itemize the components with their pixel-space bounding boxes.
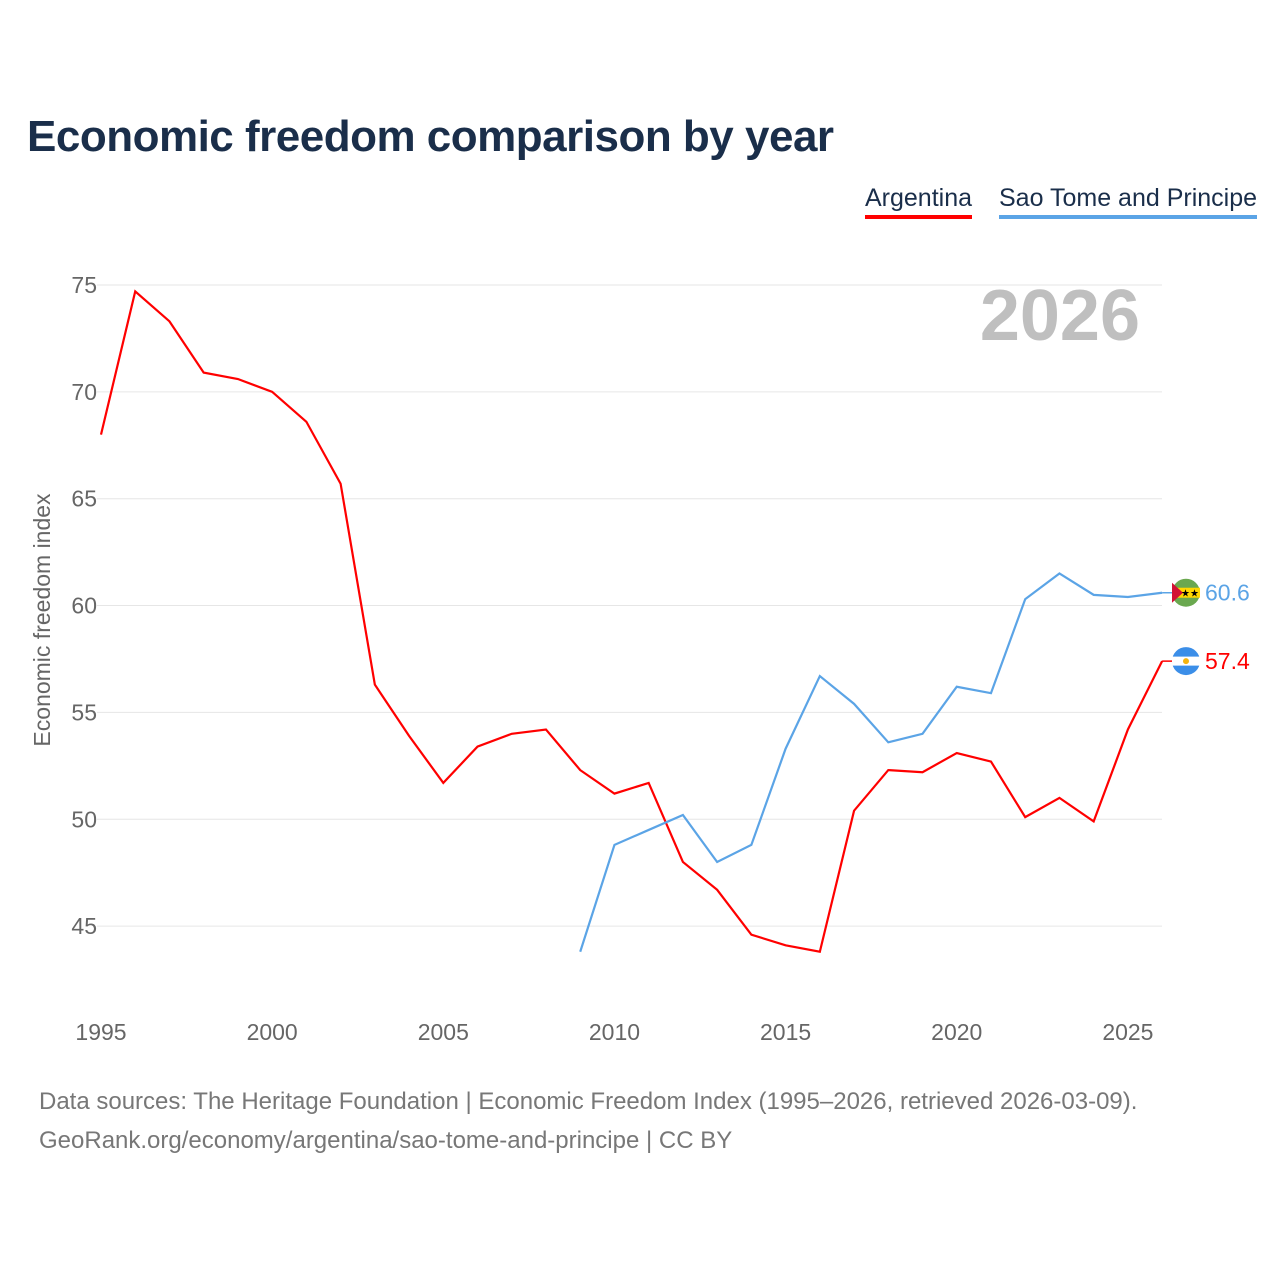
legend-sao-tome[interactable]: Sao Tome and Principe <box>999 184 1258 219</box>
x-tick-label: 2005 <box>418 1019 469 1045</box>
end-value-label: 57.4 <box>1205 648 1250 674</box>
url-text: GeoRank.org/economy/argentina/sao-tome-a… <box>39 1127 733 1154</box>
source-text: Data sources: The Heritage Foundation | … <box>39 1088 1138 1115</box>
x-tick-label: 2010 <box>589 1019 640 1045</box>
flag-triangle <box>1172 582 1183 603</box>
end-value-label: 60.6 <box>1205 580 1250 606</box>
y-axis-label: Economic freedom index <box>29 493 55 747</box>
year-label: 2026 <box>980 276 1140 356</box>
series-line-argentina <box>99 289 1164 954</box>
x-tick-label: 2015 <box>760 1019 811 1045</box>
x-tick-label: 2025 <box>1102 1019 1153 1045</box>
y-tick-label: 55 <box>71 699 97 725</box>
y-tick-label: 45 <box>71 913 97 939</box>
y-tick-label: 70 <box>71 379 97 405</box>
y-tick-label: 50 <box>71 806 97 832</box>
y-tick-label: 75 <box>71 272 97 298</box>
flag-sun <box>1183 658 1189 665</box>
chart-title: Economic freedom comparison by year <box>27 112 834 161</box>
flag-stars: ★★ <box>1181 589 1199 600</box>
legend-argentina[interactable]: Argentina <box>865 184 973 219</box>
x-tick-label: 2020 <box>931 1019 982 1045</box>
y-tick-label: 60 <box>71 593 97 619</box>
x-tick-label: 2000 <box>247 1019 298 1045</box>
series-line-sao-tome <box>579 572 1163 953</box>
x-tick-label: 1995 <box>75 1019 126 1045</box>
flag-stripe <box>1172 587 1200 598</box>
y-tick-label: 65 <box>71 486 97 512</box>
